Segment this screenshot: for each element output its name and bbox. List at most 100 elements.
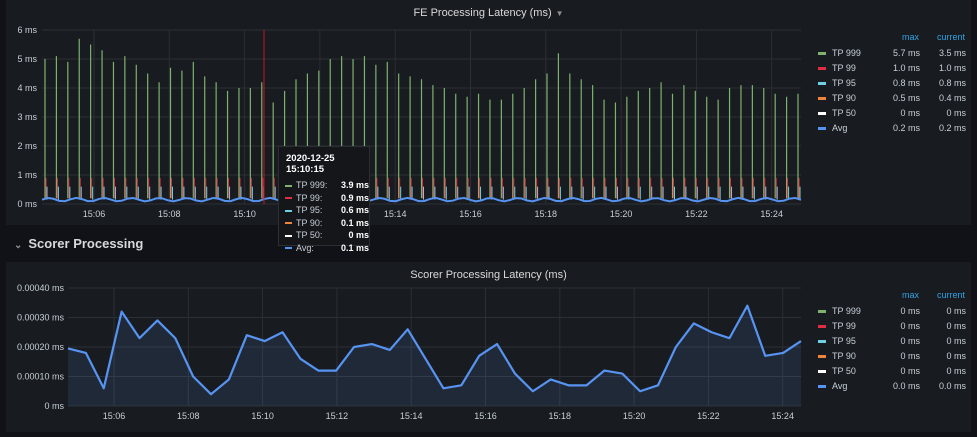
x-tick-label: 15:16	[474, 411, 497, 421]
tooltip-series-name: TP 999:	[296, 180, 328, 191]
fe-latency-legend: max current TP 999 5.7 ms 3.5 ms TP 99 1.0 ms 1…	[818, 28, 966, 135]
legend-series-name: TP 90	[832, 92, 856, 103]
x-tick-label: 15:06	[83, 209, 106, 219]
legend-header-current[interactable]: current	[936, 31, 965, 42]
tooltip-row: TP 99: 0.9 ms	[285, 192, 369, 205]
x-tick-label: 15:20	[623, 411, 646, 421]
legend-item-avg[interactable]: Avg 0.2 ms 0.2 ms	[818, 120, 966, 135]
legend-current-value: 0 ms	[946, 350, 966, 361]
legend-item-tp-50[interactable]: TP 50 0 ms 0 ms	[818, 363, 966, 378]
x-tick-label: 15:06	[103, 411, 126, 421]
legend-swatch	[818, 126, 826, 130]
y-tick-label: 0.00030 ms	[17, 313, 65, 323]
legend-swatch	[818, 111, 826, 115]
legend-max-value: 0.0 ms	[892, 380, 920, 391]
legend-item-tp-99[interactable]: TP 99 1.0 ms 1.0 ms	[818, 60, 966, 75]
y-tick-label: 1 ms	[17, 170, 37, 180]
y-tick-label: 4 ms	[17, 83, 37, 93]
legend-current-value: 0.2 ms	[938, 122, 966, 133]
series-avg-area	[68, 305, 801, 406]
legend-series-name: Avg	[832, 122, 848, 133]
legend-item-tp-99[interactable]: TP 99 0 ms 0 ms	[818, 318, 966, 333]
legend-current-value: 0 ms	[946, 365, 966, 376]
tooltip-series-value: 0.6 ms	[340, 205, 369, 216]
legend-current-value: 0.4 ms	[938, 92, 966, 103]
tooltip-series-name: TP 90:	[296, 217, 323, 228]
tooltip-series-value: 0.1 ms	[340, 217, 369, 228]
legend-max-value: 5.7 ms	[892, 47, 920, 58]
tooltip-time: 2020-12-25 15:10:15	[286, 153, 335, 175]
tooltip-series-name: TP 50:	[296, 230, 323, 241]
legend-max-value: 0 ms	[900, 335, 920, 346]
legend-current-value: 0 ms	[946, 335, 966, 346]
legend-current-value: 3.5 ms	[938, 47, 966, 58]
legend-item-tp-95[interactable]: TP 95 0.8 ms 0.8 ms	[818, 75, 966, 90]
chevron-down-icon[interactable]: ▼	[555, 9, 564, 18]
scorer-row-header[interactable]: ⌄ Scorer Processing	[14, 236, 143, 251]
legend-swatch	[818, 51, 826, 55]
scorer-latency-panel: Scorer Processing Latency (ms) 0.00040 m…	[6, 262, 971, 432]
x-tick-label: 15:24	[771, 411, 794, 421]
legend-swatch	[818, 369, 826, 373]
tooltip-swatch	[285, 209, 292, 212]
legend-max-value: 1.0 ms	[892, 62, 920, 73]
x-tick-label: 15:20	[610, 209, 633, 219]
legend-series-name: TP 50	[832, 365, 856, 376]
legend-series-name: TP 95	[832, 77, 856, 88]
tooltip-series-name: Avg:	[296, 242, 314, 253]
tooltip-row: Avg: 0.1 ms	[285, 242, 369, 255]
scorer-latency-legend: max current TP 999 0 ms 0 ms TP 99 0 ms 0 ms TP …	[818, 286, 966, 393]
legend-swatch	[818, 384, 826, 388]
row-title-text: Scorer Processing	[28, 236, 144, 251]
legend-max-value: 0.5 ms	[892, 92, 920, 103]
legend-item-tp-50[interactable]: TP 50 0 ms 0 ms	[818, 105, 966, 120]
tooltip-series-name: TP 95:	[296, 205, 323, 216]
legend-max-value: 0 ms	[900, 350, 920, 361]
x-tick-label: 15:22	[697, 411, 720, 421]
legend-item-avg[interactable]: Avg 0.0 ms 0.0 ms	[818, 378, 966, 393]
tooltip-series-value: 3.9 ms	[340, 180, 369, 191]
legend-series-name: TP 99	[832, 320, 856, 331]
tooltip-series-value: 0 ms	[348, 230, 369, 241]
legend-header-max[interactable]: max	[901, 31, 919, 42]
tooltip-swatch	[285, 247, 292, 250]
tooltip-row: TP 999: 3.9 ms	[285, 179, 369, 192]
fe-latency-panel: FE Processing Latency (ms) ▼ 6 ms 5 ms 4 ms…	[6, 0, 971, 225]
legend-item-tp-999[interactable]: TP 999 0 ms 0 ms	[818, 303, 966, 318]
tooltip-row: TP 50: 0 ms	[285, 229, 369, 242]
x-tick-label: 15:18	[549, 411, 572, 421]
legend-header-current[interactable]: current	[936, 289, 965, 300]
legend-swatch	[818, 309, 826, 313]
legend-max-value: 0.8 ms	[892, 77, 920, 88]
panel-title-text: Scorer Processing Latency (ms)	[410, 269, 567, 281]
legend-series-name: TP 99	[832, 62, 856, 73]
legend-item-tp-95[interactable]: TP 95 0 ms 0 ms	[818, 333, 966, 348]
legend-max-value: 0.2 ms	[892, 122, 920, 133]
tooltip-series-value: 0.1 ms	[340, 242, 369, 253]
tooltip-swatch	[285, 222, 292, 225]
x-tick-label: 15:18	[535, 209, 558, 219]
y-tick-label: 2 ms	[17, 141, 37, 151]
legend-series-name: TP 999	[832, 47, 861, 58]
y-tick-label: 0 ms	[44, 401, 64, 411]
fe-latency-title[interactable]: FE Processing Latency (ms) ▼	[6, 7, 971, 19]
panel-title-text: FE Processing Latency (ms)	[413, 7, 552, 19]
legend-series-name: Avg	[832, 380, 848, 391]
tooltip-row: TP 95: 0.6 ms	[285, 204, 369, 217]
tooltip-swatch	[285, 234, 292, 237]
scorer-latency-title[interactable]: Scorer Processing Latency (ms)	[6, 269, 971, 281]
legend-item-tp-999[interactable]: TP 999 5.7 ms 3.5 ms	[818, 45, 966, 60]
x-tick-label: 15:10	[233, 209, 256, 219]
fe-latency-chart[interactable]: 6 ms 5 ms 4 ms 3 ms 2 ms 1 ms 0 ms 15:06 15:08 15…	[6, 0, 971, 225]
legend-header-max[interactable]: max	[901, 289, 919, 300]
legend-swatch	[818, 81, 826, 85]
hover-tooltip: 2020-12-25 15:10:15 TP 999: 3.9 ms TP 99: 0…	[278, 146, 370, 253]
y-tick-label: 5 ms	[17, 54, 37, 64]
series-avg	[67, 304, 802, 396]
scorer-latency-chart[interactable]: 0.00040 ms 0.00030 ms 0.00020 ms 0.00010 ms…	[6, 262, 971, 432]
legend-item-tp-90[interactable]: TP 90 0.5 ms 0.4 ms	[818, 90, 966, 105]
chevron-down-icon[interactable]: ⌄	[14, 240, 23, 251]
legend-swatch	[818, 324, 826, 328]
x-tick-label: 15:22	[685, 209, 708, 219]
legend-item-tp-90[interactable]: TP 90 0 ms 0 ms	[818, 348, 966, 363]
